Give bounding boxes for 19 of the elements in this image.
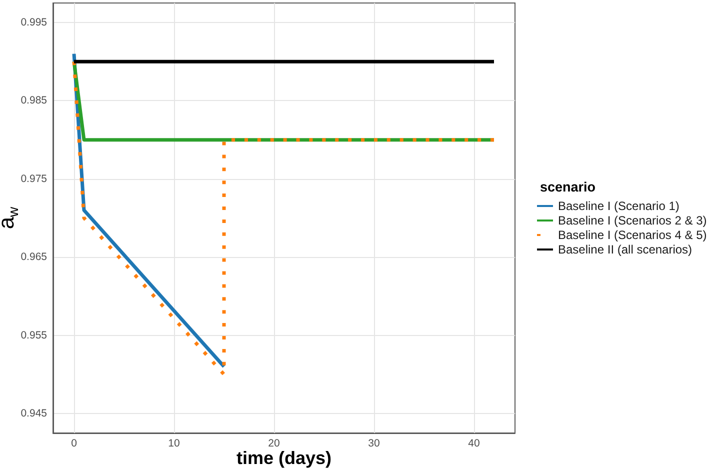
- y-tick-label: 0.955: [20, 329, 48, 342]
- y-tick-label: 0.945: [20, 407, 48, 420]
- legend-title: scenario: [540, 180, 596, 194]
- legend-label: Baseline I (Scenarios 4 & 5): [558, 228, 707, 242]
- y-tick-label: 0.975: [20, 172, 48, 185]
- x-axis-title: time (days): [236, 448, 332, 468]
- legend-label: Baseline I (Scenario 1): [558, 199, 680, 213]
- legend-label: Baseline I (Scenarios 2 & 3): [558, 214, 707, 228]
- line-series: [72, 60, 496, 376]
- x-tick-label: 10: [168, 438, 180, 450]
- x-tick-label: 20: [268, 438, 280, 450]
- legend-label: Baseline II (all scenarios): [558, 242, 692, 256]
- x-tick-label: 30: [368, 438, 380, 450]
- y-axis-title: aw: [0, 206, 21, 230]
- y-tick-label: 0.995: [20, 16, 48, 29]
- x-tick-label: 40: [468, 438, 480, 450]
- y-tick-label: 0.965: [20, 251, 48, 264]
- y-tick-label: 0.985: [20, 94, 48, 107]
- x-tick-label: 0: [71, 438, 78, 450]
